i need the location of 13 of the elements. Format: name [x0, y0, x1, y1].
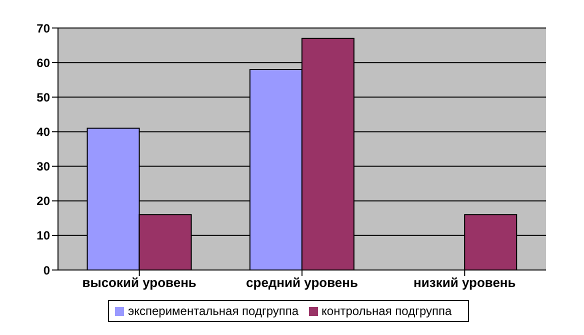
legend-label: контрольная подгруппа — [322, 304, 452, 318]
y-tick-label: 70 — [36, 21, 50, 36]
y-tick-label: 10 — [36, 228, 50, 243]
y-tick-label: 60 — [36, 56, 50, 70]
y-tick-label: 50 — [36, 90, 50, 104]
x-tick-label: низкий уровень — [414, 275, 516, 290]
y-tick-label: 30 — [36, 160, 50, 174]
y-tick-label: 40 — [36, 124, 50, 139]
y-tick-label: 20 — [36, 194, 50, 208]
y-tick-label: 0 — [43, 263, 50, 278]
legend-label: экспериментальная подгруппа — [128, 304, 299, 318]
x-tick-label: средний уровень — [246, 275, 358, 290]
x-tick-label: высокий уровень — [82, 275, 196, 290]
